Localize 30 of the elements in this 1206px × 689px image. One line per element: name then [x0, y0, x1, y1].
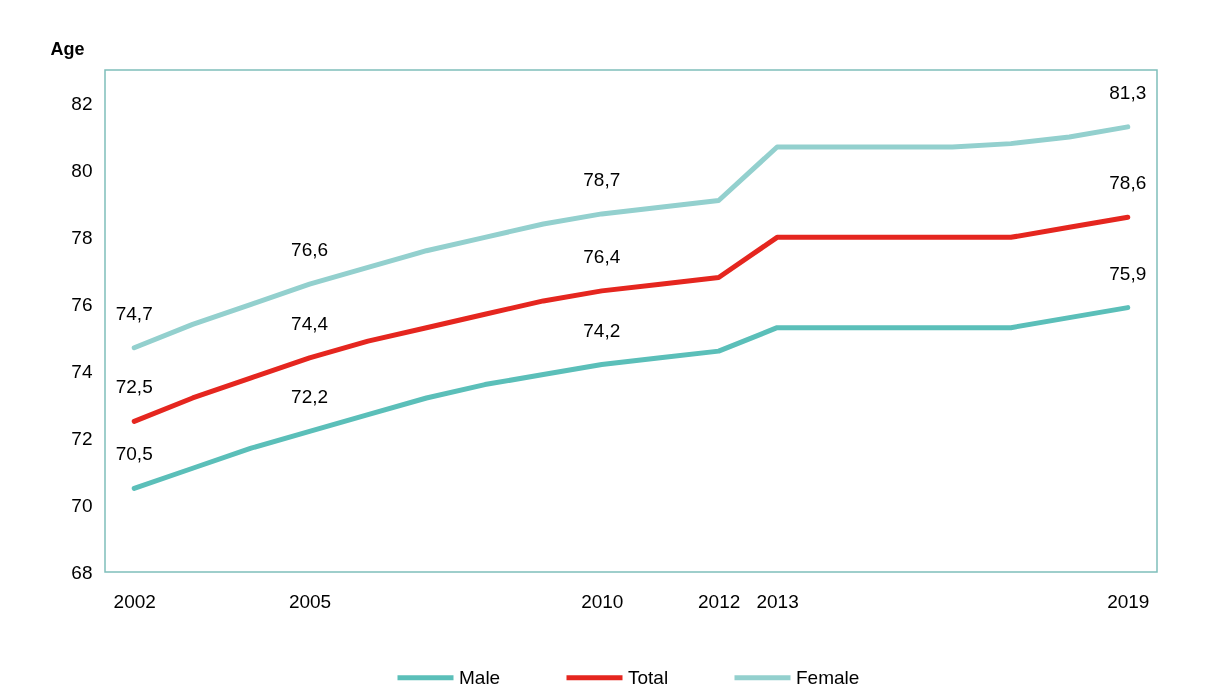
- legend-label: Female: [796, 666, 860, 688]
- x-tick-label: 2005: [288, 590, 332, 612]
- y-tick-label: 76: [71, 293, 93, 315]
- data-label: 75,9: [1109, 262, 1147, 284]
- data-label: 74,7: [115, 302, 153, 324]
- y-tick-label: 78: [71, 226, 93, 248]
- y-tick-label: 68: [71, 561, 93, 583]
- x-tick-label: 2019: [1107, 590, 1150, 612]
- legend-label: Total: [628, 666, 669, 688]
- y-tick-label: 82: [71, 92, 93, 114]
- y-axis-title: Age: [50, 38, 85, 59]
- legend-label: Male: [459, 666, 501, 688]
- data-label: 81,3: [1109, 81, 1147, 103]
- y-tick-label: 74: [71, 360, 93, 382]
- data-label: 74,2: [583, 319, 621, 341]
- x-tick-label: 2002: [113, 590, 156, 612]
- data-label: 76,4: [583, 245, 621, 267]
- data-label: 72,5: [115, 376, 153, 398]
- y-tick-label: 72: [71, 427, 93, 449]
- x-tick-label: 2010: [581, 590, 624, 612]
- x-tick-label: 2013: [756, 590, 799, 612]
- data-label: 78,6: [1109, 172, 1147, 194]
- data-label: 78,7: [583, 168, 621, 190]
- y-tick-label: 80: [71, 159, 93, 181]
- x-tick-label: 2012: [698, 590, 741, 612]
- y-tick-label: 70: [71, 494, 93, 516]
- data-label: 70,5: [115, 443, 153, 465]
- data-label: 72,2: [291, 386, 329, 408]
- data-label: 76,6: [291, 239, 329, 261]
- data-label: 74,4: [291, 312, 329, 334]
